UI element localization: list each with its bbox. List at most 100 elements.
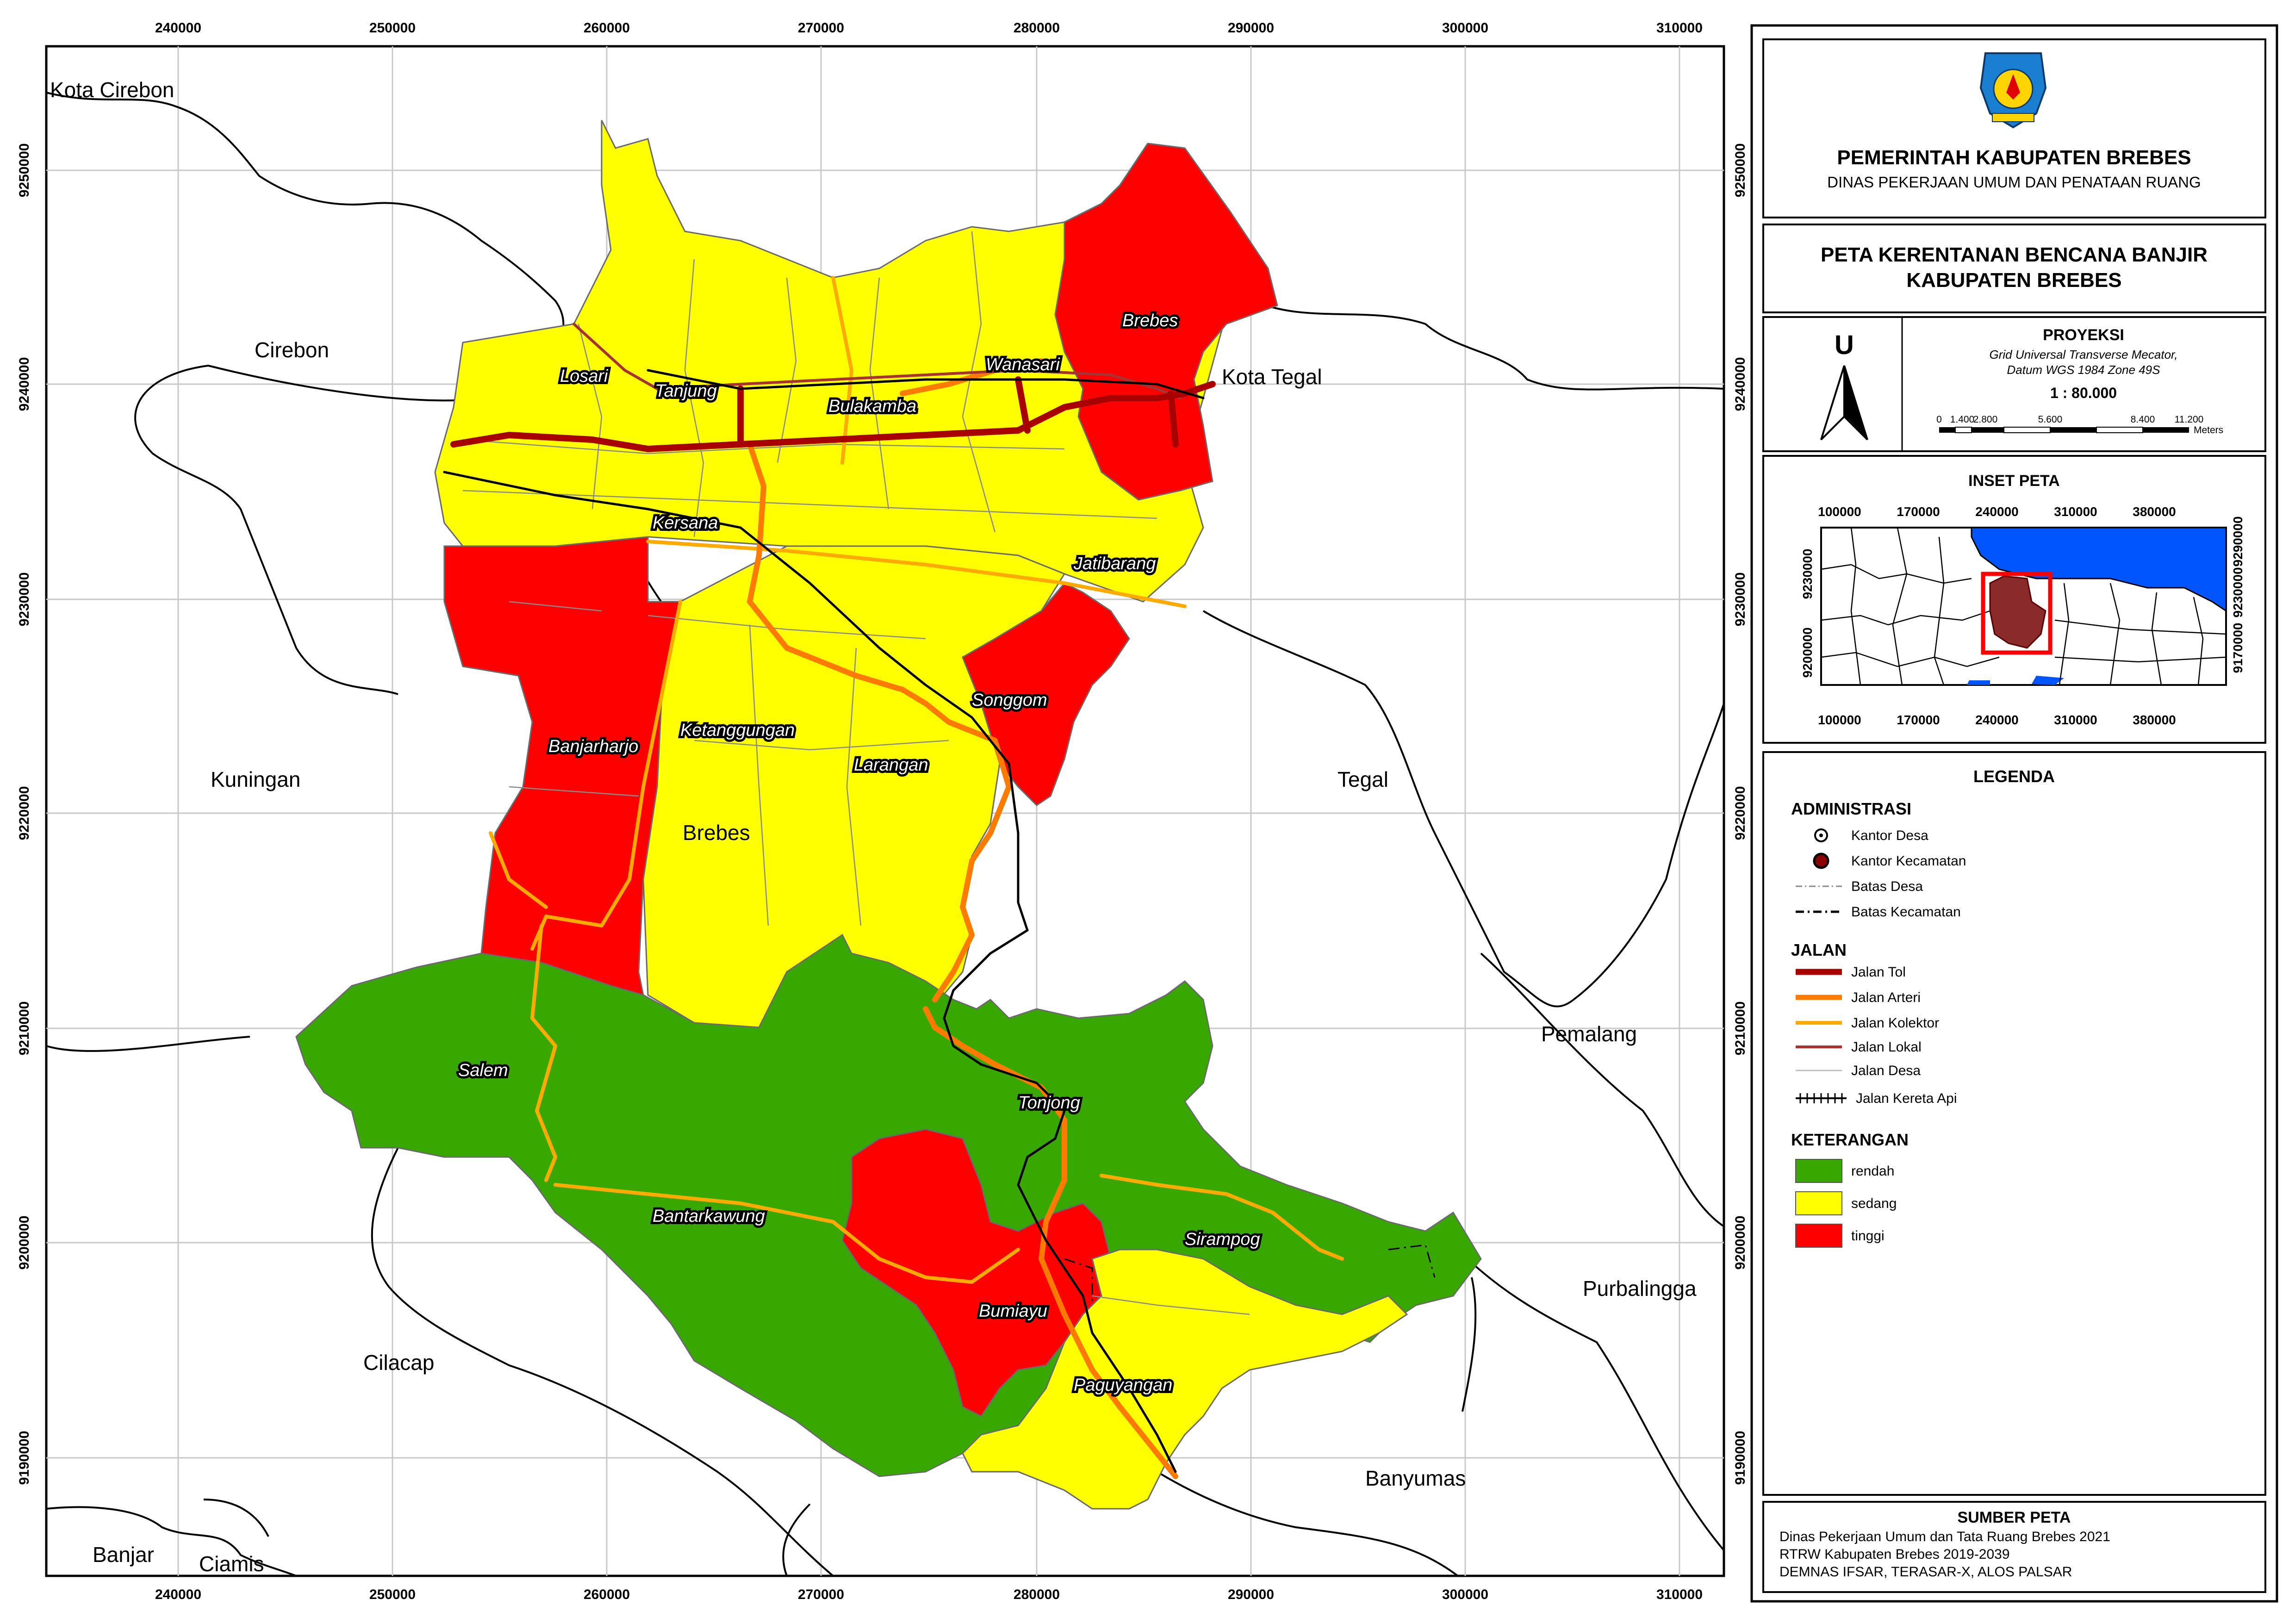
label-sirampog: Sirampog [1185,1230,1260,1249]
svg-text:9200000: 9200000 [1733,1216,1748,1270]
label-tanjung: Tanjung [655,381,717,401]
rendah-swatch [1795,1159,1842,1183]
north-arrow-icon [1820,365,1868,441]
svg-text:260000: 260000 [584,20,630,36]
label-purbalingga: Purbalingga [1583,1276,1697,1300]
inset-map [1820,527,2227,686]
legend-admin-heading: ADMINISTRASI [1791,799,1911,818]
svg-text:250000: 250000 [369,1587,416,1602]
svg-text:170000: 170000 [1897,713,1940,727]
label-bumiayu: Bumiayu [979,1301,1047,1321]
agency-name: PEMERINTAH KABUPATEN BREBES [1837,146,2191,169]
legend-jalan-kereta-api: Jalan Kereta Api [1856,1091,1957,1106]
svg-text:5.600: 5.600 [2038,414,2063,425]
railway-symbol [1796,1093,1847,1103]
svg-text:310000: 310000 [1656,20,1703,36]
scalebar-ticks: 0 1.400 2.800 5.600 8.400 11.200 [1936,414,2203,425]
svg-text:240000: 240000 [155,1587,201,1602]
svg-text:290000: 290000 [1228,20,1274,36]
svg-text:9210000: 9210000 [1733,1002,1748,1056]
inset-heading: INSET PETA [1968,472,2060,490]
label-songgom: Songgom [972,691,1047,710]
svg-text:9230000: 9230000 [1800,548,1815,599]
regency-logo [1979,52,2047,129]
map-title-line2: KABUPATEN BREBES [1906,269,2121,292]
svg-text:9190000: 9190000 [17,1431,32,1485]
svg-text:9290000: 9290000 [2231,516,2245,566]
svg-text:310000: 310000 [2054,504,2097,519]
svg-text:9200000: 9200000 [1800,627,1815,678]
legend-batas-desa: Batas Desa [1851,879,1923,894]
svg-text:11.200: 11.200 [2175,414,2204,425]
svg-text:9230000: 9230000 [2231,567,2245,617]
scalebar-unit: Meters [2194,425,2223,436]
svg-text:240000: 240000 [155,20,201,36]
legend-sedang: sedang [1851,1196,1897,1211]
projection-line1: Grid Universal Transverse Mecator, [1990,348,2178,361]
svg-text:290000: 290000 [1228,1587,1274,1602]
grid-labels-bottom: 240000 250000 260000 270000 280000 29000… [155,1587,1703,1602]
svg-text:9170000: 9170000 [2231,622,2245,673]
svg-text:2.800: 2.800 [1973,414,1998,425]
label-cirebon: Cirebon [255,338,329,362]
svg-text:0: 0 [1936,414,1942,425]
vulnerability-zones [295,120,1482,1510]
village-boundaries [462,231,1250,1315]
grid-labels-left: 9250000 9240000 9230000 9220000 9210000 … [17,143,32,1485]
kantor-kecamatan-icon [1813,852,1829,869]
svg-text:9220000: 9220000 [17,786,32,840]
label-ciamis: Ciamis [199,1552,264,1576]
label-banjar: Banjar [93,1543,154,1567]
svg-text:100000: 100000 [1818,713,1861,727]
svg-text:9250000: 9250000 [17,143,32,198]
map-title-line1: PETA KERENTANAN BENCANA BANJIR [1821,243,2208,266]
label-brebes: Brebes [1122,311,1178,330]
label-losari: Losari [560,367,609,386]
svg-text:9240000: 9240000 [1733,357,1748,411]
label-brebes-region: Brebes [683,821,750,845]
legend-rendah: rendah [1851,1164,1894,1179]
svg-text:270000: 270000 [798,20,844,36]
legend-jalan-kolektor: Jalan Kolektor [1851,1015,1939,1031]
region-labels: Kota Cirebon Cirebon Kuningan Cilacap Ba… [50,78,1697,1576]
label-kuningan: Kuningan [211,767,300,791]
legend-class-heading: KETERANGAN [1791,1130,1909,1149]
source-line-1: Dinas Pekerjaan Umum dan Tata Ruang Breb… [1779,1529,2110,1544]
legend-box [1762,751,2266,1496]
label-banjarharjo: Banjarharjo [548,737,638,756]
arterial-roads [747,358,1178,1479]
svg-text:310000: 310000 [1656,1587,1703,1602]
tinggi-swatch [1795,1224,1842,1248]
label-jatibarang: Jatibarang [1073,554,1156,573]
source-line-3: DEMNAS IFSAR, TERASAR-X, ALOS PALSAR [1779,1564,2072,1580]
label-kota-cirebon: Kota Cirebon [50,78,174,102]
label-banyumas: Banyumas [1365,1466,1466,1490]
legend-tinggi: tinggi [1851,1228,1885,1244]
legend-kantor-kecamatan: Kantor Kecamatan [1851,853,1966,869]
label-tegal: Tegal [1337,767,1388,791]
kantor-desa-icon [1814,828,1828,842]
svg-text:1.400: 1.400 [1950,414,1975,425]
svg-text:9230000: 9230000 [17,572,32,627]
svg-text:240000: 240000 [1975,504,2018,519]
svg-text:9250000: 9250000 [1733,143,1748,198]
inset-y-ticks-right: 9170000 9230000 9290000 [2231,516,2245,673]
legend-jalan-tol: Jalan Tol [1851,964,1906,980]
svg-text:300000: 300000 [1442,20,1488,36]
grid-labels-top: 240000 250000 260000 270000 280000 29000… [155,20,1703,36]
legend-batas-kecamatan: Batas Kecamatan [1851,904,1961,920]
district-boundaries [1064,1244,1436,1305]
label-wanasari: Wanasari [986,355,1060,374]
north-letter: U [1835,330,1854,360]
title-box [1762,224,2266,313]
railway [443,369,1205,1473]
projection-scale: 1 : 80.000 [2050,385,2117,401]
label-ketanggungan: Ketanggungan [680,721,795,740]
legend-kantor-desa: Kantor Desa [1851,828,1928,843]
sedang-swatch [1795,1191,1842,1215]
svg-text:9240000: 9240000 [17,357,32,411]
svg-text:9230000: 9230000 [1733,572,1748,627]
svg-text:260000: 260000 [584,1587,630,1602]
label-kersana: Kersana [653,513,718,533]
